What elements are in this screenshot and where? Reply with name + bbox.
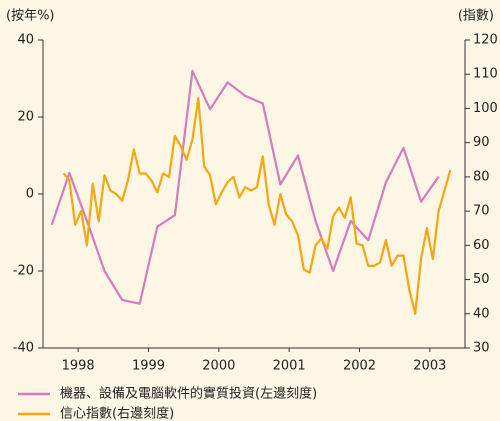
y-tick-label: 0 <box>26 187 34 202</box>
y2-tick-label: 100 <box>473 101 498 116</box>
y2-axis-label: (指數) <box>458 9 494 24</box>
series-line <box>62 97 452 315</box>
x-tick-label: 1998 <box>62 359 95 374</box>
series-line <box>50 69 440 305</box>
y2-tick-label: 50 <box>473 272 490 287</box>
y2-tick-label: 70 <box>473 204 490 219</box>
legend-label: 機器、設備及電腦軟件的實質投資(左邊刻度) <box>60 386 317 402</box>
y-axis-label: (按年%) <box>6 9 55 24</box>
y-tick-label: 20 <box>17 110 34 125</box>
x-tick-label: 2003 <box>413 359 446 374</box>
y2-tick-label: 60 <box>473 238 490 253</box>
x-tick-label: 2001 <box>273 359 306 374</box>
x-tick-label: 1999 <box>132 359 165 374</box>
legend-label: 信心指數(右邊刻度) <box>60 406 174 421</box>
x-tick-label: 2000 <box>202 359 235 374</box>
y-tick-label: -20 <box>13 264 34 279</box>
y2-tick-label: 30 <box>473 341 490 356</box>
y2-tick-label: 90 <box>473 135 490 150</box>
y2-tick-label: 40 <box>473 306 490 321</box>
y-tick-label: -40 <box>13 341 34 356</box>
y-tick-label: 40 <box>17 33 34 48</box>
y2-tick-label: 120 <box>473 33 498 48</box>
x-tick-label: 2002 <box>343 359 376 374</box>
y2-tick-label: 80 <box>473 169 490 184</box>
y2-tick-label: 110 <box>473 67 498 82</box>
